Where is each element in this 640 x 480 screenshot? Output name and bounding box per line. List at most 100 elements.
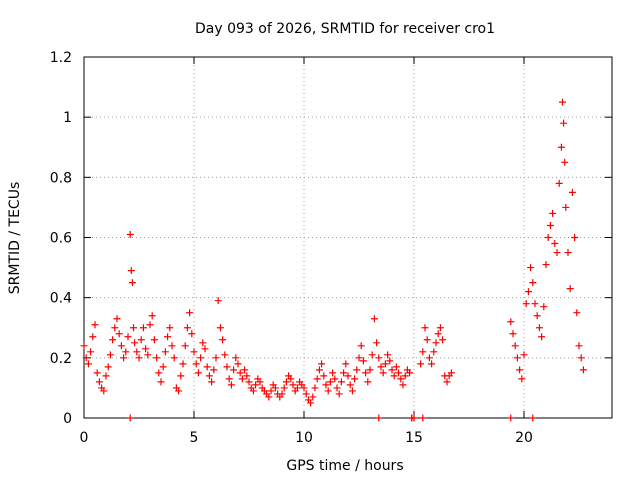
data-point	[520, 351, 528, 359]
data-point	[232, 354, 240, 362]
x-tick-label: 15	[405, 430, 423, 446]
data-point	[146, 321, 154, 329]
data-point	[127, 267, 135, 275]
data-point	[168, 342, 176, 350]
data-point	[221, 351, 229, 359]
data-point	[161, 348, 169, 356]
data-point	[95, 378, 103, 386]
x-tick-label: 5	[190, 430, 199, 446]
data-point	[256, 378, 264, 386]
data-point	[425, 354, 433, 362]
data-point	[159, 363, 167, 371]
data-point	[115, 330, 123, 338]
data-point	[571, 234, 579, 241]
data-point	[265, 393, 273, 401]
data-point	[179, 360, 187, 368]
data-point	[342, 360, 350, 368]
data-point	[544, 234, 552, 241]
data-point	[230, 366, 238, 374]
data-point	[144, 351, 152, 359]
data-point	[243, 372, 251, 380]
data-point	[302, 390, 310, 398]
data-point	[87, 348, 95, 356]
data-point	[271, 384, 279, 392]
data-point	[549, 209, 557, 217]
x-tick-label: 0	[80, 430, 89, 446]
data-point	[155, 369, 163, 377]
data-point	[153, 354, 161, 362]
data-points	[80, 98, 587, 422]
data-point	[397, 375, 405, 383]
data-point	[104, 363, 112, 371]
data-point	[348, 387, 356, 395]
data-point	[267, 387, 275, 395]
data-point	[142, 345, 150, 353]
y-tick-label: 0.6	[50, 231, 72, 247]
data-point	[318, 360, 326, 368]
data-point	[93, 369, 101, 377]
data-point	[436, 324, 444, 332]
data-point	[111, 324, 119, 332]
data-point	[390, 372, 398, 380]
data-point	[388, 366, 396, 374]
data-point	[419, 414, 427, 422]
data-point	[238, 375, 246, 383]
data-point	[351, 375, 359, 383]
data-point	[524, 288, 532, 296]
data-point	[509, 330, 517, 338]
data-point	[208, 378, 216, 386]
data-point	[364, 378, 372, 386]
data-point	[527, 264, 535, 272]
data-point	[186, 309, 194, 317]
data-point	[568, 188, 576, 196]
data-point	[359, 357, 367, 365]
data-point	[551, 240, 559, 248]
data-point	[148, 312, 156, 320]
data-point	[192, 360, 200, 368]
data-point	[346, 381, 354, 389]
data-point	[395, 369, 403, 377]
data-point	[166, 324, 174, 332]
data-point	[370, 315, 378, 323]
data-point	[120, 354, 128, 362]
data-point	[170, 354, 178, 362]
data-point	[375, 354, 383, 362]
data-point	[183, 324, 191, 332]
data-point	[324, 387, 332, 395]
data-point	[384, 351, 392, 359]
data-point	[375, 414, 383, 422]
data-point	[139, 324, 147, 332]
data-point	[516, 366, 524, 374]
data-point	[540, 303, 548, 311]
data-point	[278, 390, 286, 398]
data-point	[557, 143, 565, 151]
data-point	[194, 369, 202, 377]
x-tick-label: 10	[295, 430, 313, 446]
data-point	[315, 366, 323, 374]
data-point	[124, 333, 132, 341]
data-point	[280, 384, 288, 392]
axis-ticks: 0 0.2 0.4 0.6 0.8 1 1.2 0 5 10 15 20	[50, 50, 612, 446]
data-point	[322, 381, 330, 389]
data-point	[353, 366, 361, 374]
data-point	[529, 279, 537, 287]
data-point	[423, 336, 431, 344]
data-point	[417, 360, 425, 368]
data-point	[234, 360, 242, 368]
data-point	[579, 366, 587, 374]
data-point	[326, 378, 334, 386]
data-point	[131, 339, 139, 347]
data-point	[137, 336, 145, 344]
data-point	[177, 372, 185, 380]
data-point	[566, 285, 574, 293]
data-point	[91, 321, 99, 329]
data-point	[309, 393, 317, 401]
data-point	[555, 179, 563, 187]
data-point	[102, 372, 110, 380]
data-point	[573, 309, 581, 317]
data-point	[538, 333, 546, 341]
data-point	[421, 324, 429, 332]
data-point	[223, 363, 231, 371]
data-point	[126, 230, 134, 238]
